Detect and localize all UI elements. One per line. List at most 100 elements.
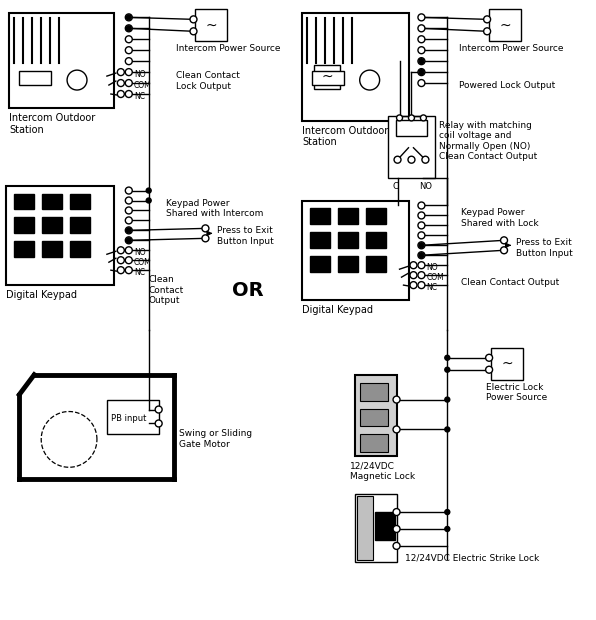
- Circle shape: [419, 59, 424, 64]
- Bar: [357, 496, 372, 560]
- Bar: [42, 218, 62, 233]
- Bar: [396, 120, 427, 136]
- Circle shape: [126, 15, 131, 20]
- Bar: [360, 383, 387, 401]
- Circle shape: [117, 79, 125, 87]
- Circle shape: [486, 354, 492, 361]
- Text: PB input: PB input: [111, 414, 146, 422]
- Bar: [310, 232, 330, 248]
- Circle shape: [393, 526, 400, 533]
- Circle shape: [190, 28, 197, 35]
- Bar: [338, 208, 358, 224]
- Circle shape: [445, 355, 450, 360]
- Text: Intercom Outdoor
Station: Intercom Outdoor Station: [10, 113, 95, 135]
- Bar: [302, 200, 409, 300]
- Text: NO: NO: [134, 70, 145, 79]
- Bar: [70, 193, 90, 210]
- Circle shape: [445, 510, 450, 515]
- Bar: [14, 193, 34, 210]
- Circle shape: [125, 207, 132, 214]
- Text: Clean
Contact
Output: Clean Contact Output: [148, 275, 184, 305]
- Circle shape: [393, 542, 400, 549]
- Circle shape: [420, 115, 426, 121]
- Text: Digital Keypad: Digital Keypad: [302, 305, 373, 315]
- Text: NC: NC: [134, 268, 145, 277]
- Text: Clean Contact Output: Clean Contact Output: [461, 278, 560, 287]
- Text: NO: NO: [426, 264, 438, 272]
- Circle shape: [419, 69, 424, 74]
- Text: NO: NO: [134, 248, 145, 257]
- Text: Relay with matching
coil voltage and
Normally Open (NO)
Clean Contact Output: Relay with matching coil voltage and Nor…: [439, 121, 538, 161]
- Bar: [491, 348, 523, 379]
- Bar: [314, 65, 340, 89]
- Circle shape: [418, 232, 425, 239]
- Circle shape: [190, 16, 197, 23]
- Bar: [338, 256, 358, 272]
- Circle shape: [125, 58, 132, 64]
- Text: Intercom Power Source: Intercom Power Source: [176, 44, 280, 53]
- Bar: [338, 232, 358, 248]
- Text: NC: NC: [426, 283, 437, 292]
- Circle shape: [125, 247, 132, 254]
- Circle shape: [418, 69, 425, 76]
- Circle shape: [155, 406, 162, 413]
- Bar: [10, 14, 114, 108]
- Bar: [70, 241, 90, 257]
- Bar: [366, 208, 386, 224]
- Bar: [360, 435, 387, 453]
- Text: ~: ~: [321, 70, 333, 84]
- Circle shape: [126, 238, 131, 243]
- Circle shape: [408, 156, 415, 163]
- Circle shape: [125, 227, 132, 234]
- Circle shape: [155, 420, 162, 427]
- Text: Intercom Outdoor
Station: Intercom Outdoor Station: [302, 126, 388, 148]
- Bar: [14, 218, 34, 233]
- Circle shape: [418, 58, 425, 64]
- Circle shape: [146, 188, 151, 193]
- Bar: [310, 208, 330, 224]
- Circle shape: [117, 69, 125, 76]
- Bar: [360, 409, 387, 427]
- Text: Keypad Power
Shared with Lock: Keypad Power Shared with Lock: [461, 208, 539, 228]
- Circle shape: [419, 243, 424, 248]
- Circle shape: [125, 257, 132, 264]
- Circle shape: [418, 202, 425, 209]
- Circle shape: [126, 26, 131, 31]
- Circle shape: [501, 237, 508, 244]
- Circle shape: [125, 91, 132, 97]
- Circle shape: [396, 115, 402, 121]
- Circle shape: [125, 187, 132, 194]
- Circle shape: [418, 281, 425, 288]
- Text: ~: ~: [499, 19, 511, 32]
- Circle shape: [125, 46, 132, 54]
- Circle shape: [125, 25, 132, 32]
- Circle shape: [410, 262, 417, 268]
- Circle shape: [125, 237, 132, 244]
- Circle shape: [418, 79, 425, 87]
- Text: 12/24VDC Electric Strike Lock: 12/24VDC Electric Strike Lock: [405, 554, 539, 563]
- Circle shape: [125, 14, 132, 21]
- Bar: [310, 256, 330, 272]
- Bar: [366, 256, 386, 272]
- Circle shape: [393, 396, 400, 403]
- Circle shape: [117, 247, 125, 254]
- Circle shape: [117, 257, 125, 264]
- Circle shape: [418, 46, 425, 54]
- Text: ~: ~: [206, 19, 217, 32]
- Text: Keypad Power
Shared with Intercom: Keypad Power Shared with Intercom: [166, 198, 263, 218]
- Circle shape: [125, 36, 132, 43]
- Text: 12/24VDC
Magnetic Lock: 12/24VDC Magnetic Lock: [350, 461, 415, 480]
- Circle shape: [418, 252, 425, 259]
- Circle shape: [125, 267, 132, 273]
- Bar: [42, 241, 62, 257]
- Circle shape: [117, 267, 125, 273]
- Bar: [387, 116, 435, 177]
- Circle shape: [418, 262, 425, 268]
- Text: Press to Exit
Button Input: Press to Exit Button Input: [218, 226, 274, 246]
- Bar: [7, 185, 114, 285]
- Bar: [375, 512, 395, 540]
- Circle shape: [125, 217, 132, 224]
- Circle shape: [146, 198, 151, 203]
- Bar: [42, 193, 62, 210]
- Text: OR: OR: [232, 281, 264, 299]
